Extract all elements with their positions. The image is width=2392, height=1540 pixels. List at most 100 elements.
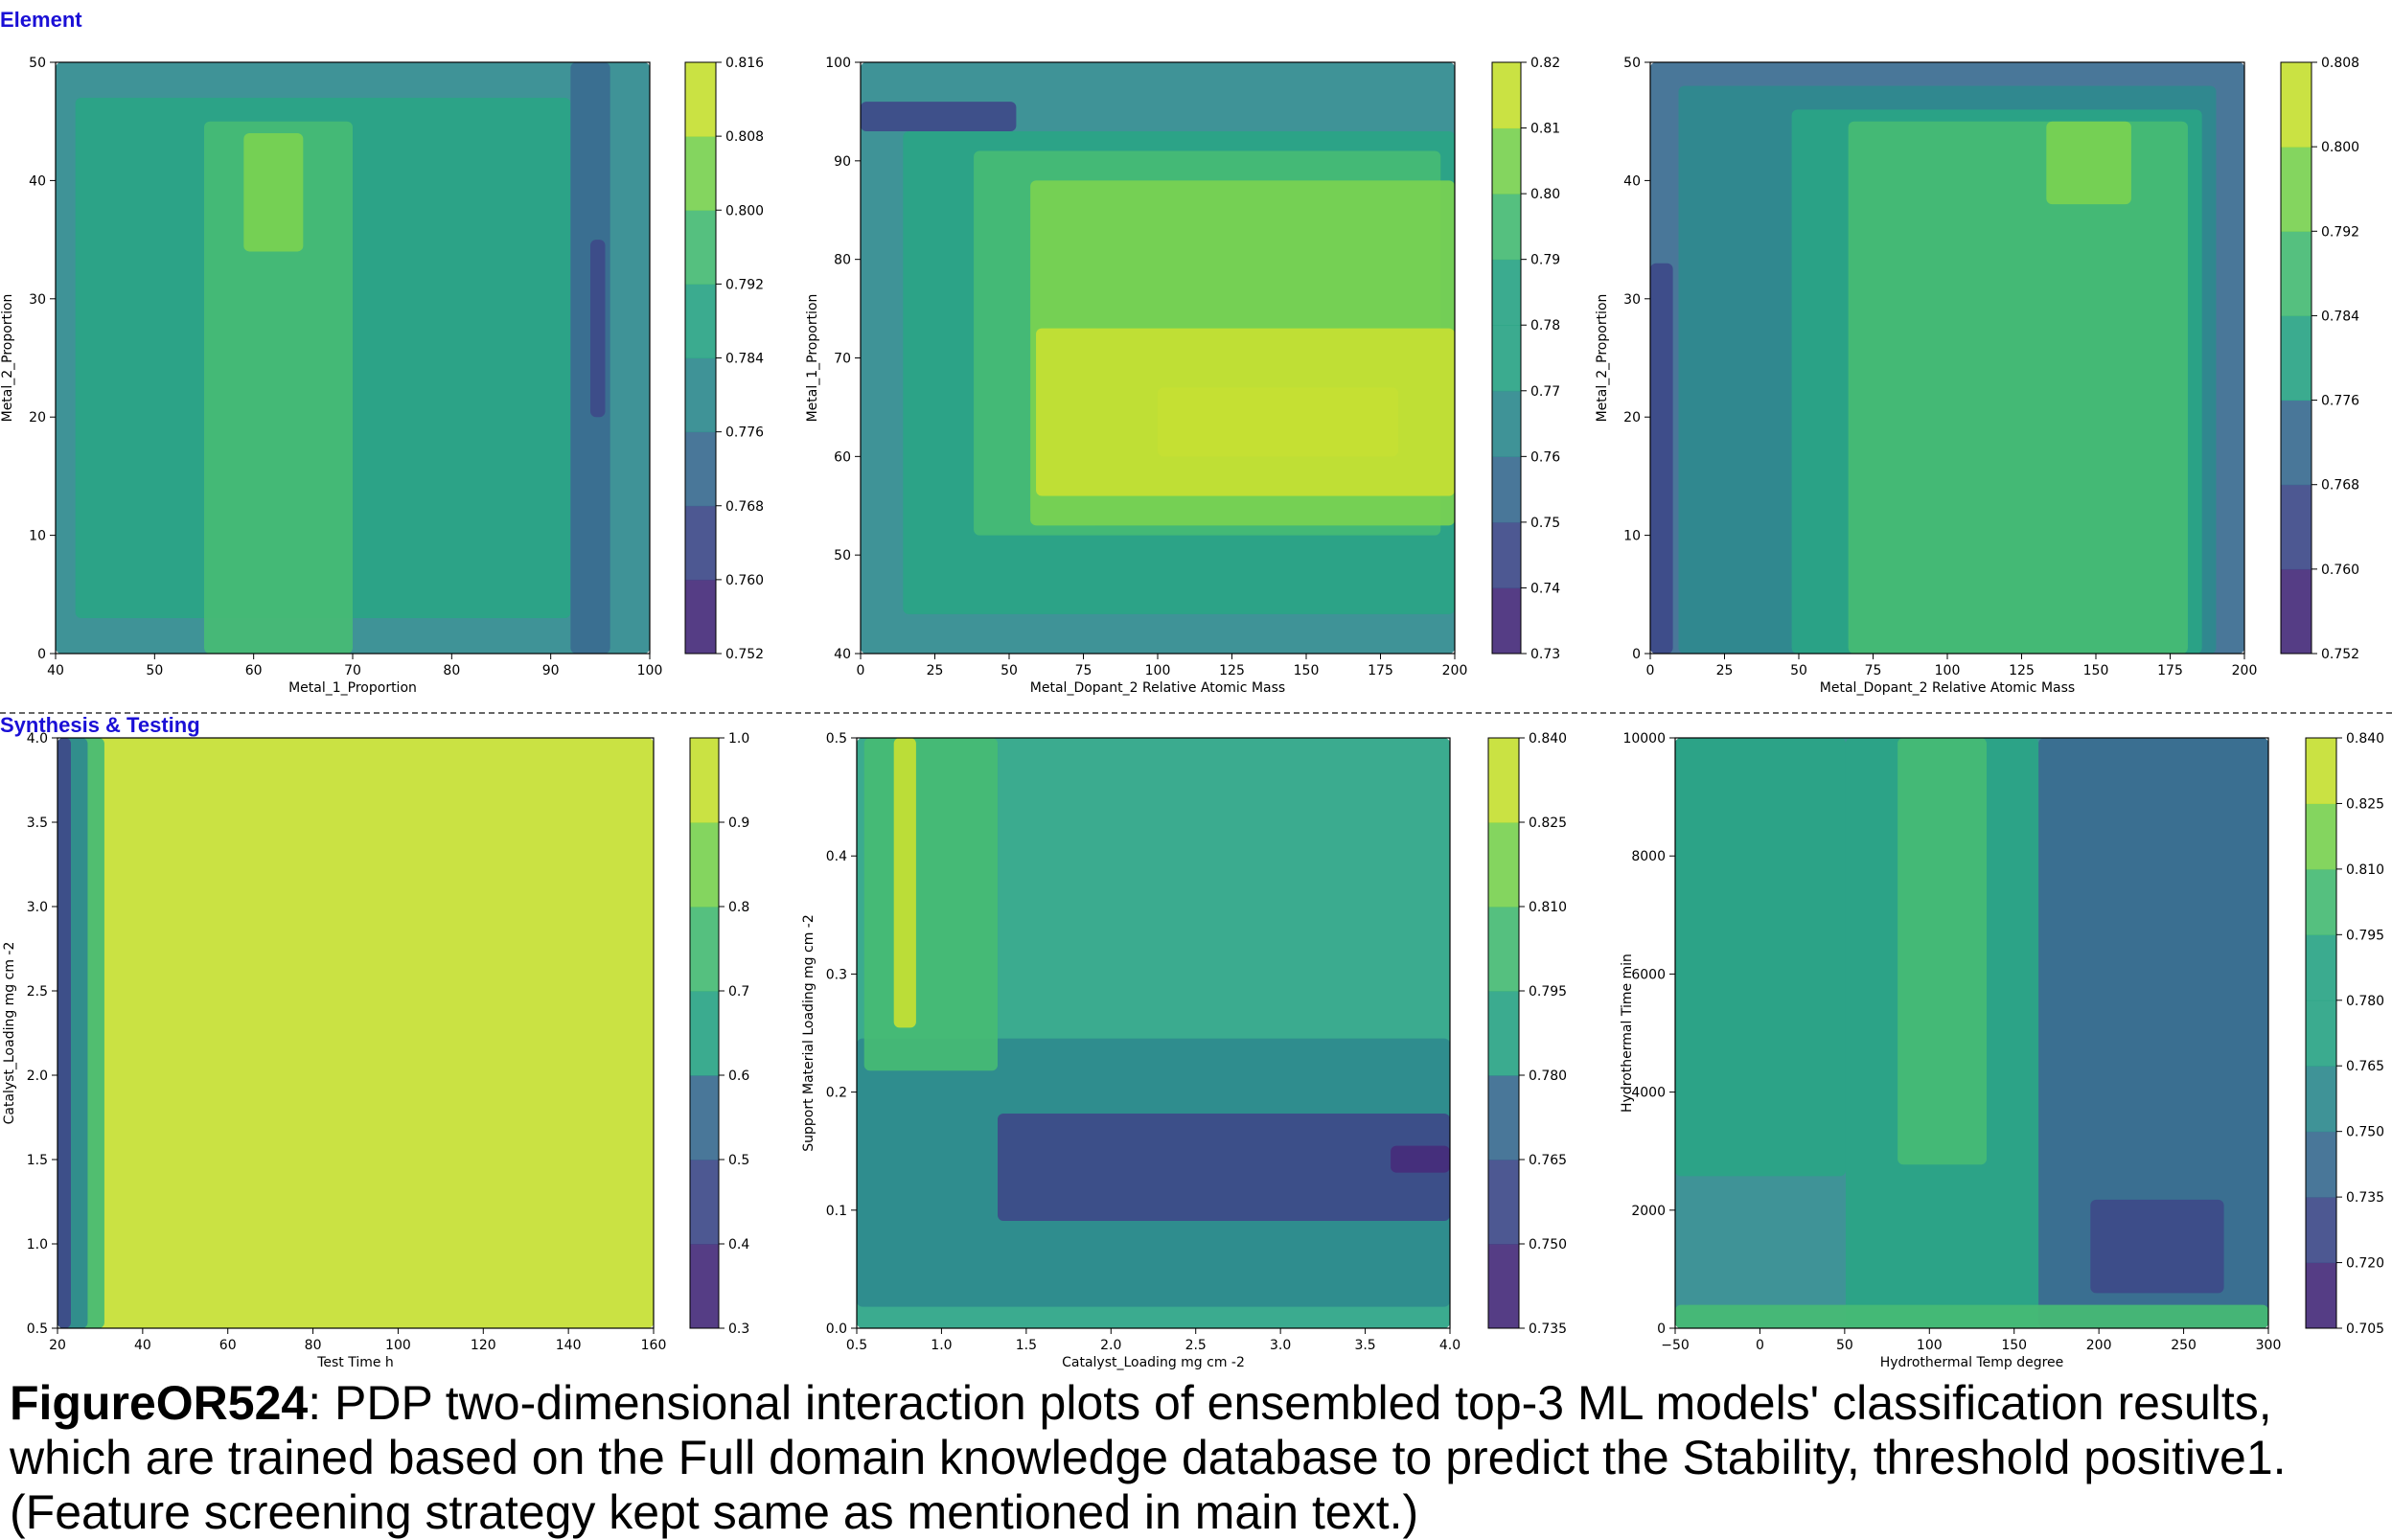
colorbar-tick-label: 0.840 <box>1529 731 1567 747</box>
colorbar-band <box>2306 1262 2336 1329</box>
y-tick-label: 0.2 <box>826 1086 847 1101</box>
y-tick-label: 8000 <box>1631 849 1666 864</box>
colorbar-tick-label: 0.840 <box>2346 731 2384 747</box>
y-tick-label: 1.5 <box>27 1153 48 1168</box>
x-tick-label: 25 <box>927 663 944 678</box>
colorbar-tick-label: 0.810 <box>2346 862 2384 878</box>
y-tick-label: 50 <box>29 56 46 71</box>
contour-region <box>893 738 916 1028</box>
colorbar-band <box>2306 1197 2336 1264</box>
x-tick-label: 160 <box>641 1338 667 1353</box>
colorbar-band <box>2281 62 2312 148</box>
y-axis-label: Hydrothermal Time min <box>1620 954 1635 1113</box>
colorbar-band <box>2281 231 2312 316</box>
colorbar-band <box>2306 1131 2336 1198</box>
caption-figure-id: FigureOR524 <box>10 1376 309 1430</box>
y-axis-label: Metal_2_Proportion <box>0 294 15 423</box>
x-axis-label: Test Time h <box>316 1355 394 1370</box>
x-tick-label: 60 <box>219 1338 237 1353</box>
plot-frame <box>856 737 1451 1329</box>
y-tick-label: 30 <box>1623 292 1641 308</box>
x-axis-label: Catalyst_Loading mg cm -2 <box>1062 1355 1245 1370</box>
y-tick-label: 40 <box>834 647 851 662</box>
x-tick-label: 100 <box>1935 663 1961 678</box>
colorbar-band <box>2306 868 2336 935</box>
x-tick-label: 50 <box>1000 663 1018 678</box>
x-tick-label: 0.5 <box>846 1338 867 1353</box>
pdp-panel-5: 0.5 1.0 1.5 2.0 2.5 3.0 3.5 4.0 0.0 0.1 0.2 0.3 0.4 0… <box>801 731 1567 1370</box>
x-tick-label: 140 <box>556 1338 582 1353</box>
pdp-panel-1: 40 50 60 70 80 90 100 0 10 20 30 40 50 Metal_1_Propor… <box>0 56 764 696</box>
colorbar-tick-label: 0.752 <box>2321 647 2359 662</box>
colorbar-tick-label: 0.5 <box>728 1153 749 1168</box>
y-tick-label: 20 <box>1623 410 1641 425</box>
colorbar-band <box>2281 400 2312 486</box>
y-tick-label: 50 <box>1623 56 1641 71</box>
colorbar-band <box>1492 456 1521 523</box>
colorbar-tick-label: 0.80 <box>1530 187 1560 202</box>
colorbar-band <box>690 738 719 823</box>
x-axis-label: Metal_Dopant_2 Relative Atomic Mass <box>1820 680 2075 696</box>
colorbar-tick-label: 0.765 <box>1529 1153 1567 1168</box>
x-tick-label: 1.5 <box>1016 1338 1037 1353</box>
colorbar-band <box>1492 62 1521 129</box>
y-tick-label: 90 <box>834 154 851 170</box>
colorbar-band <box>1488 907 1519 992</box>
contour-region <box>243 133 304 252</box>
colorbar-tick-label: 0.800 <box>2321 140 2359 155</box>
y-tick-label: 70 <box>834 352 851 367</box>
y-tick-label: 0.3 <box>826 967 847 982</box>
contour-region <box>1391 1145 1450 1173</box>
figure-caption: FigureOR524: PDP two-dimensional interac… <box>10 1376 2377 1540</box>
y-axis-label: Metal_2_Proportion <box>1595 294 1610 423</box>
pdp-panel-4: 20 40 60 80 100 120 140 160 0.5 1.0 1.5 2.0 2.5 3.0 3.… <box>2 731 749 1370</box>
colorbar-band <box>685 357 716 433</box>
colorbar-tick-label: 0.752 <box>725 647 764 662</box>
y-tick-label: 3.5 <box>27 816 48 831</box>
pdp-panel-2: 0 25 50 75 100 125 150 175 200 40 50 60 70 80 90 100 Met… <box>805 56 1560 696</box>
colorbar-tick-label: 0.4 <box>728 1237 749 1253</box>
colorbar-band <box>1492 325 1521 392</box>
section-label-synthesis: Synthesis & Testing <box>0 713 200 737</box>
colorbar-tick-label: 0.816 <box>725 56 764 71</box>
colorbar-tick-label: 0.3 <box>728 1322 749 1337</box>
pdp-panel-3: 0 25 50 75 100 125 150 175 200 0 10 20 30 40 50 Metal_D… <box>1595 56 2359 696</box>
y-tick-label: 20 <box>29 410 46 425</box>
colorbar-frame <box>1487 737 1520 1329</box>
y-tick-label: 2.5 <box>27 984 48 1000</box>
y-tick-label: 50 <box>834 548 851 563</box>
x-axis-label: Hydrothermal Temp degree <box>1880 1355 2064 1370</box>
y-tick-label: 60 <box>834 449 851 465</box>
x-tick-label: 0 <box>857 663 865 678</box>
colorbar-tick-label: 0.784 <box>2321 309 2359 324</box>
x-tick-label: 75 <box>1865 663 1882 678</box>
colorbar-tick-label: 0.7 <box>728 984 749 1000</box>
colorbar-band <box>2306 738 2336 804</box>
x-tick-label: 150 <box>2083 663 2109 678</box>
colorbar-band <box>685 62 716 137</box>
colorbar-band <box>1488 1244 1519 1329</box>
colorbar-band <box>2281 147 2312 232</box>
colorbar-tick-label: 0.74 <box>1530 581 1560 596</box>
x-tick-label: 50 <box>146 663 163 678</box>
y-tick-label: 80 <box>834 253 851 268</box>
colorbar-band <box>2306 934 2336 1001</box>
colorbar-band <box>1488 738 1519 823</box>
x-tick-label: 100 <box>1917 1338 1943 1353</box>
y-axis-label: Catalyst_Loading mg cm -2 <box>2 942 17 1125</box>
colorbar-tick-label: 0.808 <box>2321 56 2359 71</box>
contour-region <box>58 738 71 1328</box>
colorbar-band <box>1492 390 1521 457</box>
colorbar-tick-label: 0.78 <box>1530 318 1560 333</box>
colorbar-band <box>1488 822 1519 908</box>
colorbar-tick-label: 0.780 <box>2346 994 2384 1009</box>
y-axis-label: Support Material Loading mg cm -2 <box>801 914 816 1152</box>
colorbar-tick-label: 0.735 <box>1529 1322 1567 1337</box>
y-tick-label: 30 <box>29 292 46 308</box>
y-tick-label: 2.0 <box>27 1069 48 1084</box>
contour-region <box>2090 1199 2224 1294</box>
x-tick-label: 25 <box>1716 663 1734 678</box>
contour-region <box>2038 738 2268 1328</box>
colorbar-band <box>690 991 719 1076</box>
colorbar-tick-label: 0.768 <box>725 499 764 515</box>
